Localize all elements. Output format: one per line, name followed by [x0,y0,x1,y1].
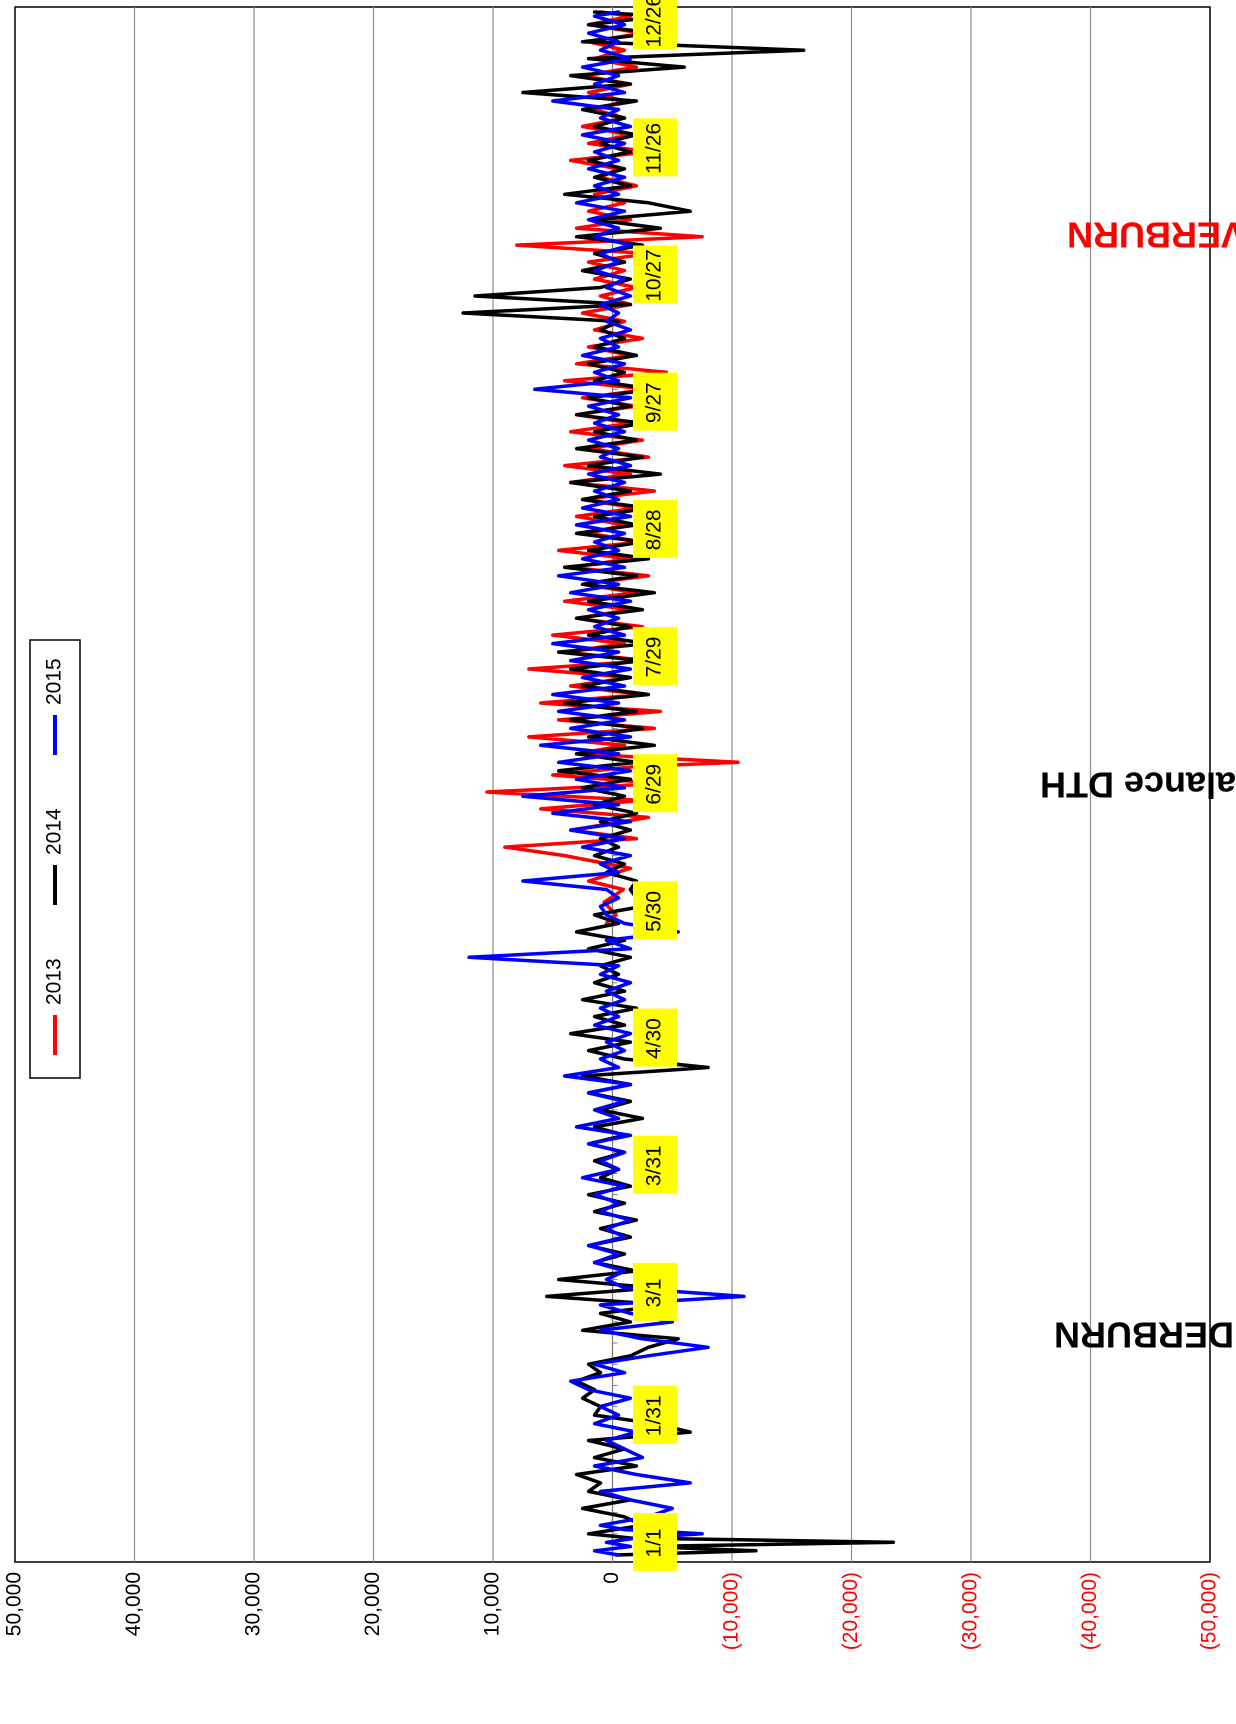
date-label-text: 8/28 [643,509,666,550]
date-label: 5/30 [633,881,677,940]
date-label-bg [633,372,677,431]
date-label-bg [633,881,677,940]
date-label: 1/1 [633,1513,677,1571]
date-label-text: 5/30 [643,891,666,932]
date-label-bg [633,1008,677,1067]
date-label: 8/28 [633,499,677,558]
legend-box [29,639,81,1079]
date-label-bg [633,245,677,304]
date-label: 6/29 [633,754,677,813]
date-label-text: 10/27 [643,249,666,302]
legend-label-2015: 2015 [43,658,66,705]
date-label: 3/31 [633,1135,677,1194]
date-label-text: 6/29 [643,764,666,805]
y-tick-labels: 50,000 40,000 30,000 20,000 10,000 0 (10,000) (… [3,1572,1221,1650]
legend-label-2013: 2013 [43,958,66,1005]
date-label-text: 3/1 [643,1278,666,1307]
date-label-bg [633,118,677,177]
y-tick-label: 50,000 [3,1572,26,1636]
date-label: 10/27 [633,245,677,304]
y-tick-label: (40,000) [1078,1572,1101,1650]
y-tick-label: 30,000 [242,1572,265,1636]
y-tick-label: 20,000 [361,1572,384,1636]
legend-label-2014: 2014 [43,808,66,855]
date-label-text: 12/26 [643,0,666,47]
date-label-text: 1/31 [643,1395,666,1436]
date-label: 1/31 [633,1385,677,1444]
date-label-text: 7/29 [643,637,666,678]
overburn-label: OVERBURN [1067,214,1236,255]
date-label-text: 11/26 [643,123,666,174]
series-line-2014 [461,10,896,1557]
date-label: 11/26 [633,118,677,177]
date-label-bg [633,1385,677,1444]
date-label-text: 4/30 [643,1018,666,1059]
date-label-bg [633,1513,677,1571]
y-tick-label: (20,000) [839,1572,862,1650]
y-tick-label: (10,000) [720,1572,743,1650]
series-lines [461,10,896,1557]
date-label-bg [633,0,677,50]
y-tick-label: (50,000) [1198,1572,1221,1650]
date-label: 7/29 [633,627,677,685]
y-tick-label: 10,000 [481,1572,504,1636]
date-label: 9/27 [633,372,677,431]
y-tick-label: (30,000) [959,1572,982,1650]
date-label-text: 9/27 [643,382,666,423]
y-axis-title: Imbalance DTH [1040,764,1236,805]
date-label-bg [633,754,677,813]
date-label-bg [633,1262,677,1321]
date-label: 12/26 [633,0,677,50]
y-tick-label: 40,000 [122,1572,145,1636]
date-label-text: 3/31 [643,1145,666,1186]
date-label-bg [633,499,677,558]
date-label-text: 1/1 [643,1528,666,1557]
series-line-2015 [467,10,746,1557]
date-label-bg [633,627,677,685]
date-label-bg [633,1135,677,1194]
gridlines [133,7,1092,1562]
date-label: 3/1 [633,1262,677,1321]
axis-titles: OVERBURN Imbalance DTH UNDERBURN [1040,214,1236,1355]
date-label: 4/30 [633,1008,677,1067]
underburn-label: UNDERBURN [1054,1314,1236,1355]
y-tick-label: 0 [600,1572,623,1584]
legend: 2013 2014 2015 [29,639,81,1079]
date-labels: 1/1 1/31 3/1 3/31 4/30 5/30 6/29 7/29 8/28 9/27 10… [633,0,677,1571]
